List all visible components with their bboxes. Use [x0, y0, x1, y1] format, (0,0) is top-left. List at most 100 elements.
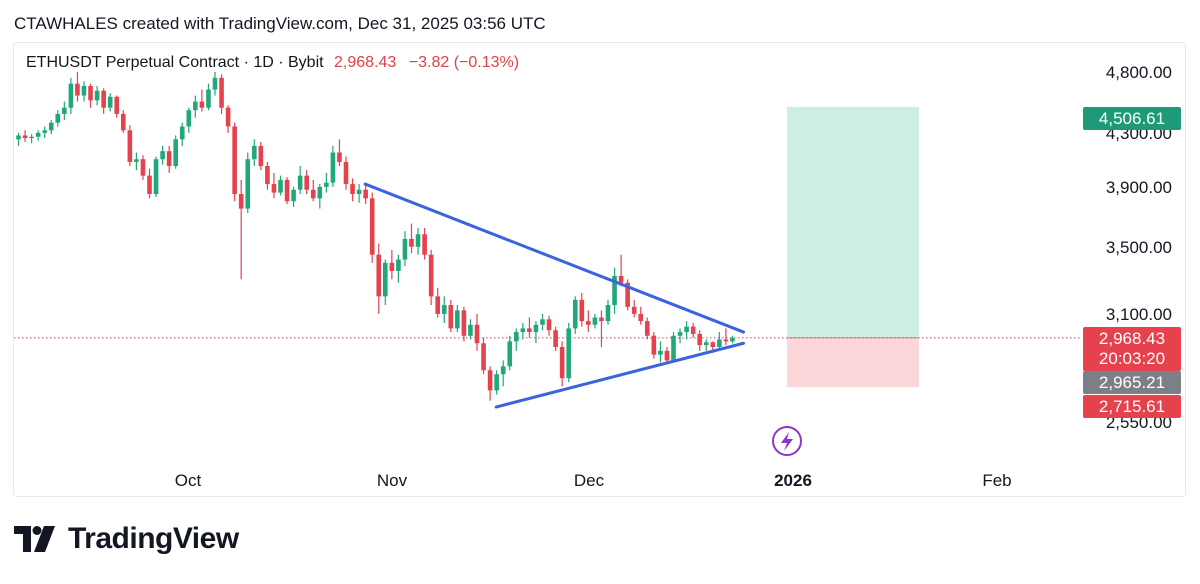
candle — [481, 337, 486, 375]
candle-body — [559, 347, 565, 379]
candle — [284, 177, 290, 205]
candle — [363, 184, 368, 205]
symbol-name[interactable]: ETHUSDT Perpetual Contract · 1D · Bybit — [26, 54, 324, 71]
candle-body — [579, 299, 585, 322]
candle — [697, 330, 702, 351]
candle-body — [730, 337, 735, 342]
candle-body — [22, 135, 28, 139]
candle-body — [677, 332, 683, 336]
trendline — [494, 341, 745, 409]
candle — [645, 317, 650, 340]
candle-body — [166, 151, 172, 167]
candle — [88, 83, 93, 108]
candle — [389, 249, 395, 280]
candle-body — [140, 159, 146, 176]
candle — [409, 223, 414, 254]
candle-body — [199, 101, 205, 108]
candle-body — [193, 101, 198, 111]
candle-body — [271, 184, 277, 193]
candle — [638, 306, 644, 325]
candle — [245, 152, 251, 214]
candle-body — [703, 342, 709, 346]
candle — [297, 166, 303, 195]
candle-body — [631, 306, 637, 314]
candle — [179, 122, 185, 146]
candle-body — [68, 83, 74, 108]
x-tick-label: Nov — [377, 471, 408, 490]
candle — [22, 130, 28, 142]
candle — [540, 313, 545, 331]
y-tick-label: 3,500.00 — [1106, 238, 1172, 257]
chart-frame — [13, 42, 1186, 497]
candle-body — [651, 335, 657, 355]
candle-body — [94, 90, 100, 101]
candle — [514, 328, 519, 351]
candle-body — [363, 189, 368, 199]
price-tag-label: 4,506.61 — [1099, 109, 1165, 128]
candle-body — [638, 313, 644, 322]
candle — [101, 88, 106, 114]
candle-body — [16, 135, 21, 140]
candle-body — [389, 262, 395, 272]
candle-body — [62, 107, 67, 114]
tradingview-wordmark: TradingView — [68, 522, 239, 555]
price-tag-bg — [1083, 107, 1181, 130]
candle-body — [304, 175, 309, 190]
tradingview-brand[interactable]: TradingView — [14, 522, 239, 556]
candle-body — [533, 324, 539, 333]
candle-body — [697, 333, 702, 346]
candle — [134, 152, 139, 171]
candle-body — [376, 254, 382, 297]
candle — [356, 184, 362, 203]
candle — [232, 122, 237, 202]
candle-body — [278, 179, 283, 193]
candle-body — [428, 254, 434, 297]
candle-body — [245, 159, 251, 209]
price-tag-bg — [1083, 371, 1181, 394]
candle-body — [88, 86, 93, 101]
candle-body — [409, 238, 414, 247]
candle — [271, 172, 277, 199]
candle-body — [114, 96, 120, 114]
candle — [68, 77, 74, 114]
candle — [690, 322, 696, 338]
candle — [55, 110, 61, 127]
candle — [369, 192, 375, 263]
candle-body — [500, 366, 506, 375]
candle-body — [422, 234, 427, 255]
candle — [337, 139, 342, 167]
candle — [586, 310, 591, 333]
candle — [677, 328, 683, 344]
chart-attribution: CTAWHALES created with TradingView.com, … — [14, 14, 546, 33]
candle — [468, 319, 473, 340]
candle — [291, 186, 296, 208]
event-marker[interactable] — [772, 426, 802, 456]
y-tick-label: 3,100.00 — [1106, 305, 1172, 324]
last-price: 2,968.43 — [334, 54, 397, 71]
candle — [193, 95, 198, 118]
candle — [75, 72, 80, 102]
candle — [376, 243, 382, 314]
candle — [500, 360, 506, 387]
candle-body — [618, 275, 624, 283]
candle-body — [710, 342, 716, 348]
candle — [422, 228, 427, 260]
candle — [441, 296, 447, 323]
candle-body — [481, 343, 486, 371]
candle — [206, 83, 211, 111]
candle-body — [343, 161, 349, 185]
candle-body — [572, 299, 578, 329]
candle — [507, 335, 513, 371]
candle — [383, 259, 388, 306]
candle-body — [507, 341, 513, 367]
stop-zone — [787, 337, 919, 388]
y-tick-label: 4,800.00 — [1106, 63, 1172, 82]
bar-countdown: 20:03:20 — [1099, 349, 1165, 368]
candle-body — [520, 328, 526, 333]
candle — [252, 139, 257, 167]
candle-body — [586, 321, 591, 325]
candle-body — [396, 259, 401, 272]
candle — [553, 326, 558, 351]
